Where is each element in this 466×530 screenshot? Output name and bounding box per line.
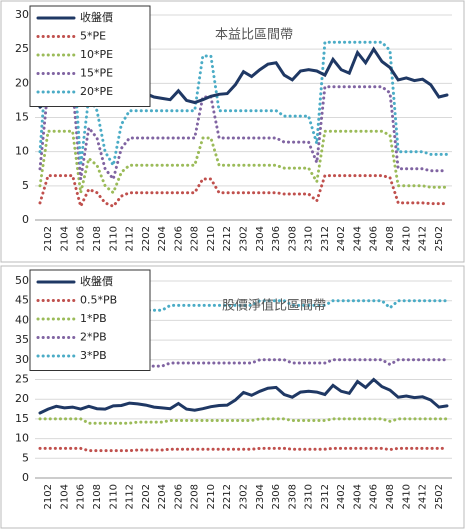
legend: 收盤價 5*PE 10*PE 15*PE 20*PE [29,5,151,107]
y-tick-label: 20 [15,392,29,405]
y-tick-label: 25 [15,42,29,55]
y-tick-label: 30 [15,353,29,366]
legend-box [29,5,151,107]
x-tick-label: 2206 [173,484,184,509]
x-tick-label: 2302 [239,226,250,251]
x-tick-label: 2204 [157,484,168,509]
x-tick-label: 2310 [304,226,315,251]
band-line [38,417,449,425]
x-tick-label: 2306 [271,226,282,251]
x-tick-label: 2302 [239,484,250,509]
x-tick-label: 2408 [385,484,396,509]
x-tick-label: 2212 [222,226,233,251]
x-tick-label: 2304 [255,484,266,509]
legend-label: 收盤價 [80,274,113,288]
x-tick-label: 2202 [141,484,152,509]
y-tick-label: 25 [15,373,29,386]
y-tick-label: 20 [15,76,29,89]
x-tick-label: 2410 [401,226,412,251]
legend-label: 10*PE [80,48,113,61]
y-tick-label: 15 [15,412,29,425]
y-tick-label: 0 [22,213,29,226]
band-line [38,174,449,211]
x-tick-label: 2106 [76,484,87,509]
x-tick-label: 2104 [59,484,70,509]
x-tick-label: 2112 [125,484,136,509]
x-tick-label: 2404 [352,484,363,509]
x-tick-label: 2204 [157,226,168,251]
x-tick-label: 2312 [320,226,331,251]
x-tick-label: 2110 [108,226,119,251]
x-tick-label: 2102 [43,226,54,251]
x-tick-label: 2104 [59,226,70,251]
x-tick-label: 2410 [401,484,412,509]
x-tick-label: 2210 [206,484,217,509]
y-tick-label: 30 [15,8,29,21]
legend-label: 15*PE [80,67,113,80]
x-tick-label: 2212 [222,484,233,509]
x-tick-label: 2404 [352,226,363,251]
y-tick-label: 10 [15,432,29,445]
x-tick-label: 2208 [190,484,201,509]
x-tick-label: 2106 [76,226,87,251]
legend-label: 5*PE [80,30,106,43]
y-tick-label: 40 [15,313,29,326]
x-tick-label: 2312 [320,484,331,509]
y-tick-label: 0 [22,471,29,484]
y-tick-label: 35 [15,333,29,346]
x-tick-label: 2412 [418,226,429,251]
band-line [38,129,449,196]
band-line [38,446,449,453]
x-tick-label: 2412 [418,484,429,509]
y-tick-label: 5 [22,451,29,464]
y-tick-label: 15 [15,111,29,124]
x-tick-label: 2308 [287,226,298,251]
x-tick-label: 2108 [92,484,103,509]
legend-label: 0.5*PB [80,294,117,307]
legend: 收盤價 0.5*PB 1*PB 2*PB 3*PB [29,269,151,371]
band-line [38,85,449,183]
x-tick-label: 2112 [125,226,136,251]
chart-title: 本益比區間帶 [215,28,293,43]
legend-label: 20*PE [80,85,113,98]
x-tick-label: 2210 [206,226,217,251]
x-tick-label: 2304 [255,226,266,251]
x-tick-label: 2402 [336,226,347,251]
band-line [38,40,449,170]
x-tick-label: 2202 [141,226,152,251]
x-tick-label: 2310 [304,484,315,509]
legend-box [29,269,151,371]
legend-label: 收盤價 [80,10,113,24]
y-tick-label: 50 [15,274,29,287]
x-tick-label: 2306 [271,484,282,509]
x-tick-label: 2408 [385,226,396,251]
x-tick-label: 2502 [434,226,445,251]
x-tick-label: 2208 [190,226,201,251]
x-tick-label: 2110 [108,484,119,509]
x-tick-label: 2206 [173,226,184,251]
x-tick-label: 2406 [369,226,380,251]
x-tick-label: 2102 [43,484,54,509]
legend-label: 1*PB [80,312,107,325]
x-tick-label: 2502 [434,484,445,509]
legend-label: 2*PB [80,331,107,344]
y-tick-label: 5 [22,179,29,192]
x-tick-label: 2402 [336,484,347,509]
chart-title: 股價淨值比區間帶 [222,298,326,314]
price-line [38,377,449,415]
x-tick-label: 2406 [369,484,380,509]
x-tick-label: 2308 [287,484,298,509]
y-tick-label: 10 [15,145,29,158]
x-tick-label: 2108 [92,226,103,251]
y-tick-label: 45 [15,294,29,307]
legend-label: 3*PB [80,349,107,362]
